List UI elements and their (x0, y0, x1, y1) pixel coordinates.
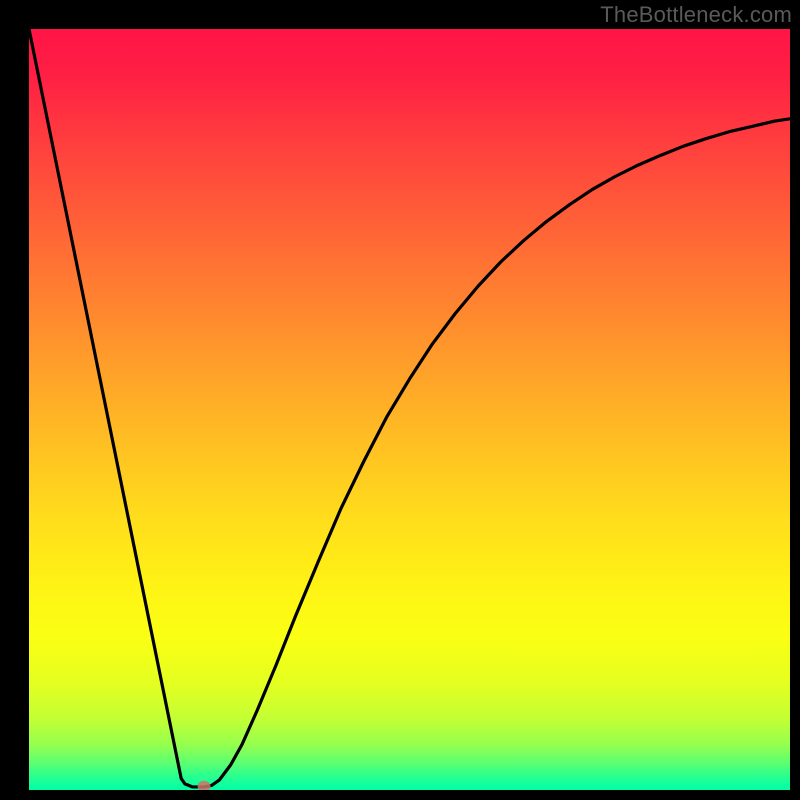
chart-container: TheBottleneck.com (0, 0, 800, 800)
watermark-text: TheBottleneck.com (600, 2, 792, 28)
gradient-background (29, 29, 790, 790)
plot-svg (29, 29, 790, 790)
plot-area (29, 29, 790, 790)
